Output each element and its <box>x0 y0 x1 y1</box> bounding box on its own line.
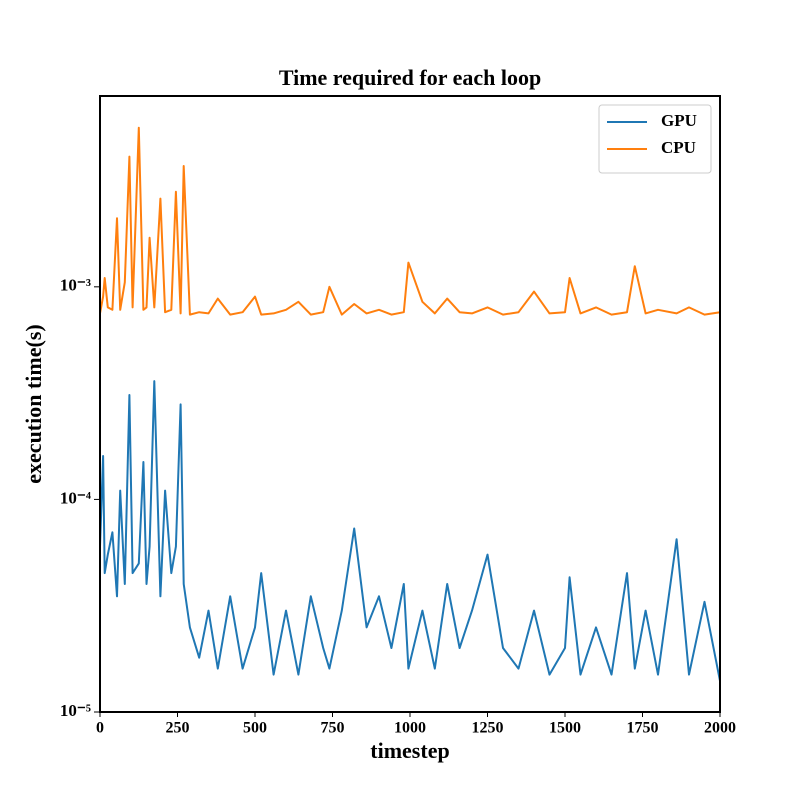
y-tick-label: 10⁻⁴ <box>60 488 91 507</box>
x-tick-label: 1250 <box>472 720 504 737</box>
plot-frame <box>99 95 721 713</box>
data-line <box>99 380 721 682</box>
y-tick-label: 10⁻⁵ <box>60 701 91 720</box>
x-tick-label: 500 <box>243 720 267 737</box>
chart-title: Time required for each loop <box>279 65 541 90</box>
x-tick-label: 2000 <box>704 720 736 737</box>
legend-label: CPU <box>661 138 696 157</box>
x-tick-label: 1000 <box>394 720 426 737</box>
x-tick-label: 0 <box>96 720 104 737</box>
x-axis-label: timestep <box>370 738 449 763</box>
y-tick-label: 10⁻³ <box>60 276 91 295</box>
data-line <box>99 126 721 316</box>
x-tick-label: 1750 <box>627 720 659 737</box>
y-axis-label: execution time(s) <box>21 324 46 483</box>
x-tick-label: 1500 <box>549 720 581 737</box>
x-tick-label: 250 <box>166 720 190 737</box>
x-tick-label: 750 <box>321 720 345 737</box>
legend-label: GPU <box>661 111 697 130</box>
